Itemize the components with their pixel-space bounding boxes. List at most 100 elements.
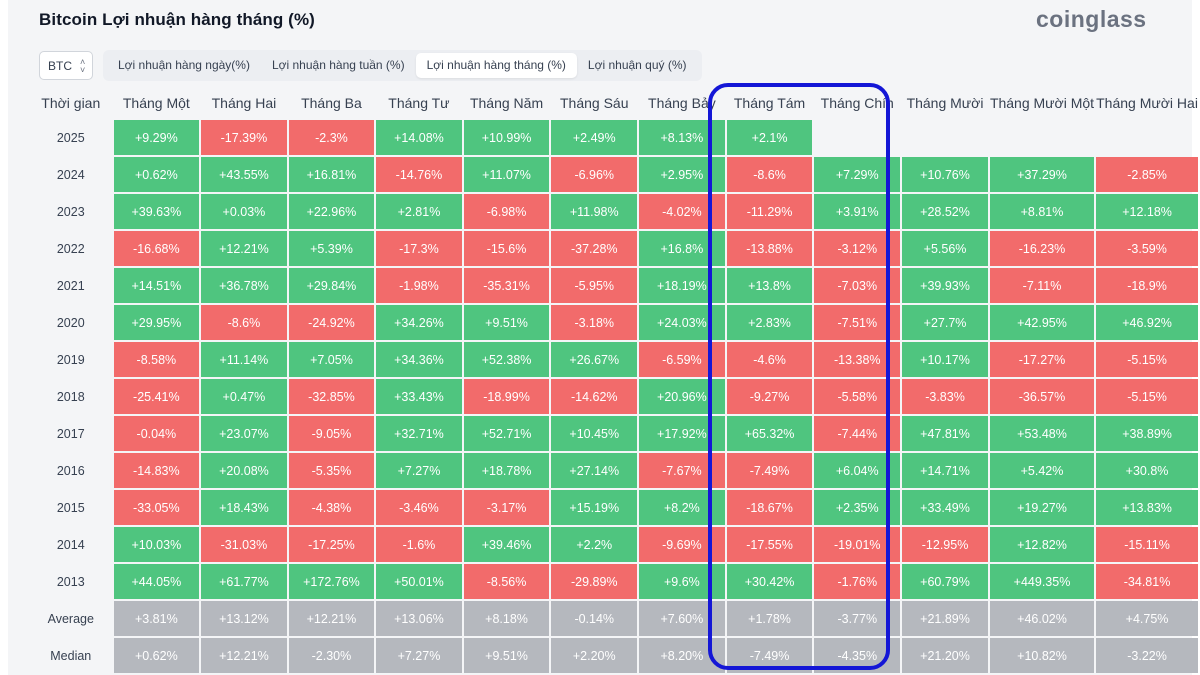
return-cell: -11.29% — [726, 194, 813, 229]
return-cell: +30.42% — [726, 564, 813, 599]
return-cell: +34.36% — [376, 342, 462, 377]
return-cell: -7.67% — [639, 453, 725, 488]
return-cell: -34.81% — [1096, 564, 1198, 599]
return-cell: -17.25% — [288, 527, 375, 562]
return-cell: +172.76% — [288, 564, 375, 599]
return-cell: +2.35% — [814, 490, 901, 525]
month-column-header[interactable]: Tháng Mười — [906, 95, 984, 111]
stat-cell: -4.35% — [814, 638, 901, 673]
tab-weekly-returns[interactable]: Lợi nhuận hàng tuần (%) — [271, 58, 405, 72]
return-cell: -25.41% — [113, 379, 200, 414]
return-cell: -6.98% — [463, 194, 550, 229]
return-cell: +39.63% — [113, 194, 200, 229]
return-cell: +8.13% — [639, 120, 725, 155]
return-cell: +29.84% — [288, 268, 375, 303]
return-cell: +37.29% — [989, 157, 1095, 192]
return-cell: -16.68% — [113, 231, 200, 266]
return-cell: -35.31% — [463, 268, 550, 303]
table-header-row: Thời gian Tháng Một Tháng Hai Tháng Ba Thán… — [30, 88, 1198, 118]
return-cell: +13.83% — [1096, 490, 1198, 525]
return-cell: +52.71% — [463, 416, 550, 451]
year-row: 2015 -33.05% +18.43% -4.38% -3.46% -3.17% +15.… — [30, 490, 1198, 525]
page-title: Bitcoin Lợi nhuận hàng tháng (%) — [39, 10, 315, 29]
month-column-header[interactable]: Tháng Mười Hai — [1096, 95, 1198, 111]
return-cell: +0.47% — [201, 379, 287, 414]
return-cell: +13.8% — [726, 268, 813, 303]
month-column-header[interactable]: Tháng Tám — [733, 95, 806, 111]
return-cell: +10.76% — [902, 157, 988, 192]
return-cell: -1.98% — [376, 268, 462, 303]
return-cell: +52.38% — [463, 342, 550, 377]
return-cell: +26.67% — [551, 342, 638, 377]
return-cell: +7.05% — [288, 342, 375, 377]
return-cell: +12.82% — [989, 527, 1095, 562]
year-row: 2022 -16.68% +12.21% +5.39% -17.3% -15.6% -37.… — [30, 231, 1198, 266]
return-cell: +29.95% — [113, 305, 200, 340]
return-cell: -9.27% — [726, 379, 813, 414]
month-column-header[interactable]: Tháng Tư — [388, 95, 450, 111]
return-cell — [990, 120, 1094, 155]
month-column-header[interactable]: Tháng Chín — [820, 95, 894, 111]
return-cell: +3.91% — [814, 194, 901, 229]
year-label: 2013 — [56, 574, 85, 589]
month-column-header[interactable]: Tháng Hai — [211, 95, 277, 111]
month-column-header[interactable]: Tháng Năm — [469, 95, 544, 111]
coin-select[interactable]: BTC ˄ ˅ — [39, 51, 93, 80]
return-cell: -7.51% — [814, 305, 901, 340]
return-cell: -3.46% — [376, 490, 462, 525]
year-label: 2020 — [56, 315, 85, 330]
return-cell: +11.07% — [463, 157, 550, 192]
tab-daily-returns[interactable]: Lợi nhuận hàng ngày(%) — [118, 58, 250, 72]
return-cell: +11.98% — [551, 194, 638, 229]
return-cell: +10.99% — [463, 120, 550, 155]
return-cell: -7.49% — [726, 453, 813, 488]
return-cell: -3.83% — [902, 379, 988, 414]
return-cell: -7.11% — [989, 268, 1095, 303]
return-cell: +8.81% — [989, 194, 1095, 229]
return-cell: +53.48% — [989, 416, 1095, 451]
monthly-returns-table: Thời gian Tháng Một Tháng Hai Tháng Ba Thán… — [28, 86, 1200, 675]
stat-cell: +2.20% — [551, 638, 638, 673]
return-cell: +18.43% — [201, 490, 287, 525]
tab-quarterly-returns[interactable]: Lợi nhuận quý (%) — [587, 58, 687, 72]
return-cell: +33.43% — [376, 379, 462, 414]
month-column-header[interactable]: Tháng Sáu — [559, 95, 629, 111]
year-label: 2022 — [56, 241, 85, 256]
month-column-header[interactable]: Tháng Ba — [301, 95, 362, 111]
return-cell: -5.95% — [551, 268, 638, 303]
return-cell: +2.2% — [551, 527, 638, 562]
return-cell: +7.27% — [376, 453, 462, 488]
tab-monthly-returns[interactable]: Lợi nhuận hàng tháng (%) — [415, 53, 577, 78]
return-cell: -8.58% — [113, 342, 200, 377]
return-cell: -32.85% — [288, 379, 375, 414]
table-body: 2025 +9.29% -17.39% -2.3% +14.08% +10.99% +2.4… — [30, 120, 1198, 673]
return-cell — [1096, 120, 1198, 155]
month-column-header[interactable]: Tháng Một — [122, 95, 190, 111]
return-cell: +60.79% — [902, 564, 988, 599]
return-cell: +27.7% — [902, 305, 988, 340]
return-cell: +23.07% — [201, 416, 287, 451]
stat-label: Average — [47, 611, 94, 626]
return-cell: +30.8% — [1096, 453, 1198, 488]
year-label: 2018 — [56, 389, 85, 404]
year-row: 2020 +29.95% -8.6% -24.92% +34.26% +9.51% -3.1… — [30, 305, 1198, 340]
return-cell: -12.95% — [902, 527, 988, 562]
year-label: 2021 — [56, 278, 85, 293]
return-cell: -1.6% — [376, 527, 462, 562]
month-column-header[interactable]: Tháng Mười Một — [989, 95, 1095, 111]
year-row: 2013 +44.05% +61.77% +172.76% +50.01% -8.56% -… — [30, 564, 1198, 599]
year-row: 2017 -0.04% +23.07% -9.05% +32.71% +52.71% +10… — [30, 416, 1198, 451]
return-cell: +14.71% — [902, 453, 988, 488]
year-label: 2019 — [56, 352, 85, 367]
return-cell: +9.6% — [639, 564, 725, 599]
return-cell: +18.78% — [463, 453, 550, 488]
month-column-header[interactable]: Tháng Bảy — [648, 95, 716, 111]
return-cell: -17.55% — [726, 527, 813, 562]
return-cell: +20.08% — [201, 453, 287, 488]
return-cell: -4.38% — [288, 490, 375, 525]
return-cell: -4.6% — [726, 342, 813, 377]
return-cell: -24.92% — [288, 305, 375, 340]
return-cell: -5.58% — [814, 379, 901, 414]
return-cell: +46.92% — [1096, 305, 1198, 340]
return-cell: -13.38% — [814, 342, 901, 377]
